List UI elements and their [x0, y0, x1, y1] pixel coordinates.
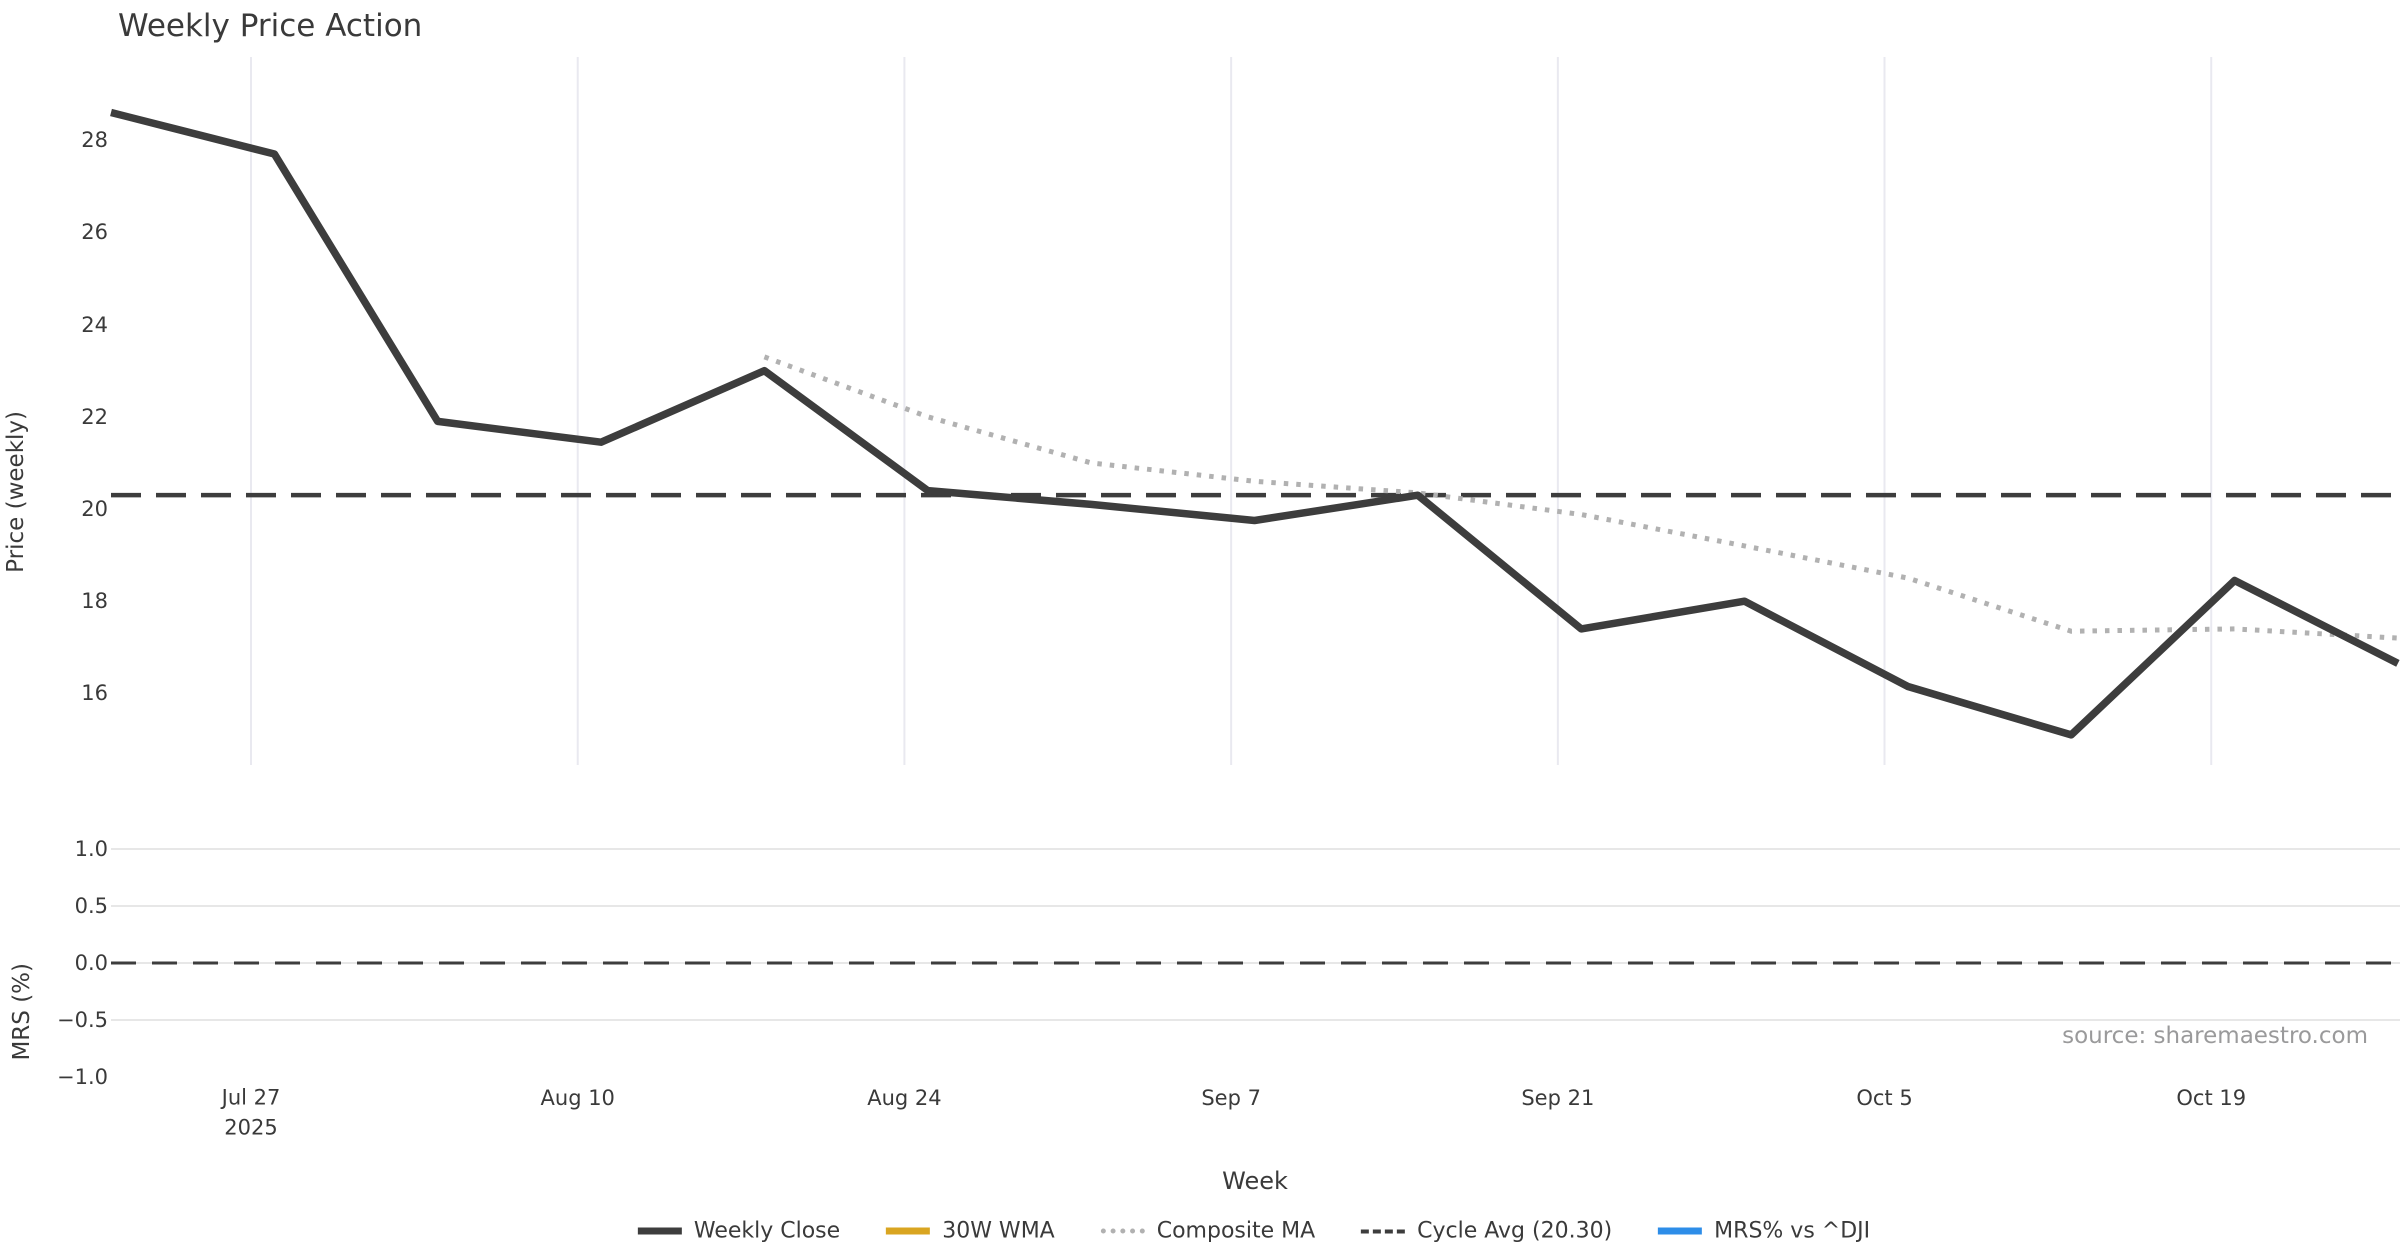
price-ytick-20: 20	[81, 497, 108, 521]
legend-swatch-solid	[886, 1227, 931, 1235]
legend-swatch-dotted	[1100, 1228, 1145, 1234]
legend-item-weekly-close: Weekly Close	[637, 1218, 841, 1244]
x-tick-jul-27: Jul 27 2025	[222, 1083, 281, 1144]
mrs-ytick-4: −1.0	[57, 1065, 108, 1089]
x-tick-oct-5: Oct 5	[1856, 1085, 1913, 1110]
price-ytick-28: 28	[81, 128, 108, 153]
legend-label: Cycle Avg (20.30)	[1417, 1218, 1613, 1244]
legend-item-30w-wma: 30W WMA	[886, 1219, 1055, 1244]
price-ytick-24: 24	[81, 312, 108, 337]
mrs-ytick-3: −0.5	[57, 1008, 108, 1032]
legend-swatch-dashed	[1361, 1229, 1406, 1233]
legend-label: 30W WMA	[942, 1218, 1055, 1244]
price-ytick-22: 22	[81, 404, 108, 429]
legend-item-composite-ma: Composite MA	[1100, 1218, 1316, 1244]
x-axis-title: Week	[1222, 1167, 1288, 1195]
mrs-axis-label: MRS (%)	[9, 963, 35, 1061]
legend-label: MRS% vs ^DJI	[1714, 1218, 1871, 1244]
source-attribution: source: sharemaestro.com	[2062, 1023, 2368, 1049]
x-tick-year: 2025	[224, 1116, 278, 1140]
legend-swatch-solid	[637, 1227, 682, 1235]
price-ytick-16: 16	[81, 681, 108, 706]
mrs-ytick-1: 0.5	[74, 894, 108, 918]
legend-item-mrs-vs-dji: MRS% vs ^DJI	[1658, 1219, 1870, 1244]
legend-swatch-solid	[1658, 1227, 1703, 1235]
legend-label: Composite MA	[1156, 1218, 1316, 1244]
x-tick-sep-21: Sep 21	[1521, 1085, 1595, 1110]
price-ytick-18: 18	[81, 589, 108, 614]
x-tick-aug-24: Aug 24	[867, 1085, 942, 1110]
legend-item-cycle-avg-20-30-: Cycle Avg (20.30)	[1361, 1219, 1612, 1244]
legend: Weekly Close 30W WMA Composite MA Cycle Avg…	[637, 1218, 1870, 1244]
mrs-ytick-0: 1.0	[74, 837, 108, 861]
x-tick-oct-19: Oct 19	[2176, 1085, 2247, 1110]
price-axis-label: Price (weekly)	[3, 411, 29, 573]
x-tick-aug-10: Aug 10	[540, 1085, 615, 1110]
legend-label: Weekly Close	[693, 1218, 841, 1244]
mrs-ytick-2: 0.0	[74, 951, 108, 975]
weekly-close-line	[110, 108, 2400, 739]
x-tick-sep-7: Sep 7	[1201, 1085, 1261, 1110]
chart-title: Weekly Price Action	[118, 8, 423, 44]
price-ytick-26: 26	[81, 220, 108, 245]
